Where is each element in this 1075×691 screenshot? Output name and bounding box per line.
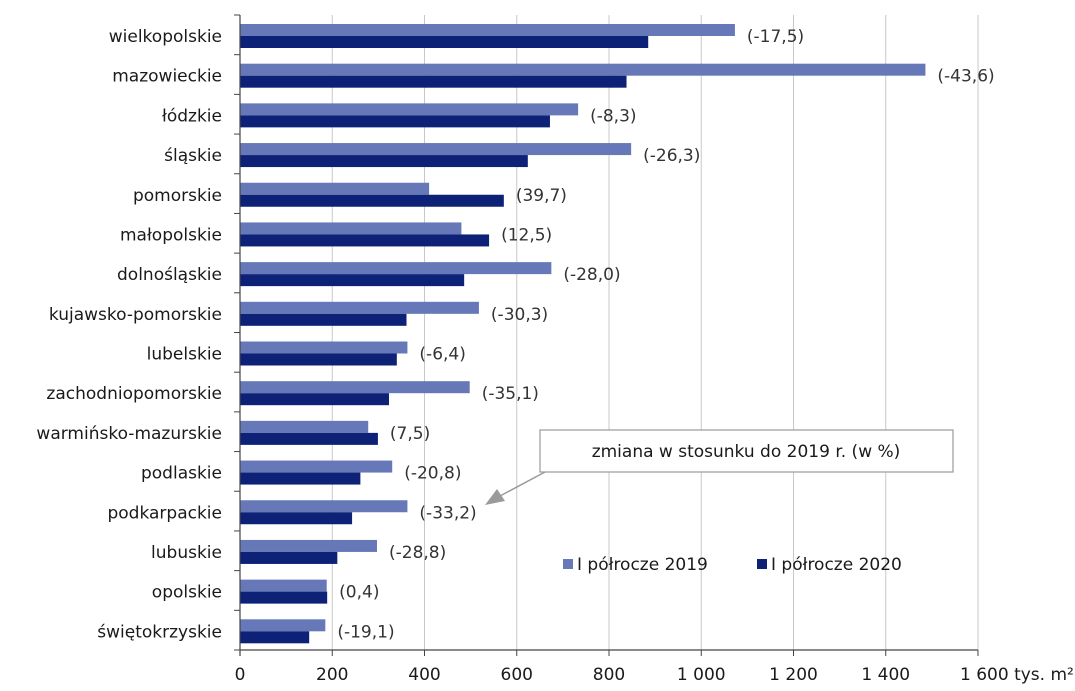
change-label: (-19,1) (337, 622, 394, 642)
bar-2020-10 (240, 433, 378, 445)
bar-2020-3 (240, 155, 528, 167)
bar-2020-7 (240, 314, 407, 326)
bar-2019-13 (240, 540, 377, 552)
bar-2019-14 (240, 580, 327, 592)
change-label: (7,5) (390, 424, 430, 444)
bar-2020-0 (240, 36, 648, 48)
change-label: (-43,6) (937, 67, 994, 87)
bar-2020-9 (240, 393, 389, 405)
annotation-callout: zmiana w stosunku do 2019 r. (w %) (485, 430, 953, 505)
bar-2019-1 (240, 64, 925, 76)
bar-2019-8 (240, 342, 407, 354)
category-label: świętokrzyskie (97, 622, 222, 642)
x-tick-label: 800 (593, 665, 625, 685)
change-label: (-20,8) (404, 464, 461, 484)
bar-2020-1 (240, 76, 627, 88)
x-tick-label: 200 (316, 665, 348, 685)
category-label: lubuskie (151, 543, 222, 563)
bar-2020-15 (240, 631, 309, 643)
bar-2019-10 (240, 421, 368, 433)
callout-arrow-line (500, 472, 545, 496)
change-label: (39,7) (516, 186, 567, 206)
bar-2019-6 (240, 262, 551, 274)
change-label: (-30,3) (491, 305, 548, 325)
category-label: podkarpackie (107, 503, 222, 523)
bar-2020-14 (240, 592, 327, 604)
change-label: (0,4) (339, 583, 379, 603)
bar-2019-11 (240, 461, 392, 473)
bar-2020-13 (240, 552, 337, 564)
bar-layer (240, 24, 925, 643)
change-label: (-6,4) (419, 345, 465, 365)
change-label: (-28,8) (389, 543, 446, 563)
change-label: (-8,3) (590, 106, 636, 126)
legend-label: I półrocze 2020 (771, 555, 902, 575)
category-label: zachodniopomorskie (46, 384, 222, 404)
x-tick-label: 0 (235, 665, 246, 685)
change-label: (-33,2) (419, 503, 476, 523)
bar-2020-6 (240, 274, 464, 286)
bar-2020-11 (240, 473, 360, 485)
x-tick-label: 400 (408, 665, 440, 685)
category-label: pomorskie (133, 186, 222, 206)
change-label: (-28,0) (563, 265, 620, 285)
category-label: opolskie (152, 583, 222, 603)
bar-2019-4 (240, 183, 429, 195)
bar-2019-15 (240, 619, 325, 631)
x-tick-label: 1 400 (861, 665, 910, 685)
callout-text: zmiana w stosunku do 2019 r. (w %) (592, 442, 901, 462)
x-tick-label: 600 (501, 665, 533, 685)
legend-swatch-2020 (757, 559, 767, 569)
bar-2019-0 (240, 24, 735, 36)
bar-2020-4 (240, 195, 504, 207)
category-label: dolnośląskie (117, 265, 222, 285)
category-label: łódzkie (162, 106, 222, 126)
bar-2020-8 (240, 354, 397, 366)
bar-2019-9 (240, 381, 470, 393)
x-tick-label: 1 000 (677, 665, 726, 685)
legend-swatch-2019 (563, 559, 573, 569)
x-tick-label: 1 600 tys. m² (960, 665, 1074, 685)
x-tick-label: 1 200 (769, 665, 818, 685)
change-label: (12,5) (501, 225, 552, 245)
bar-2020-2 (240, 115, 550, 127)
change-label: (-35,1) (482, 384, 539, 404)
bar-2019-7 (240, 302, 479, 314)
category-label: śląskie (164, 146, 222, 166)
category-label: małopolskie (120, 225, 222, 245)
category-label: mazowieckie (112, 67, 222, 87)
change-label: (-17,5) (747, 27, 804, 47)
bar-2020-5 (240, 234, 489, 246)
category-label: podlaskie (141, 464, 222, 484)
bar-2019-12 (240, 500, 407, 512)
category-label: wielkopolskie (109, 27, 222, 47)
legend-label: I półrocze 2019 (577, 555, 708, 575)
category-label: kujawsko-pomorskie (49, 305, 222, 325)
bar-2020-12 (240, 512, 352, 524)
callout-arrow-head (485, 489, 505, 505)
bar-2019-3 (240, 143, 631, 155)
change-label: (-26,3) (643, 146, 700, 166)
category-label: warmińsko-mazurskie (36, 424, 222, 444)
bar-2019-5 (240, 222, 461, 234)
legend: I półrocze 2019 I półrocze 2020 (563, 555, 902, 575)
category-label: lubelskie (147, 345, 222, 365)
bar-2019-2 (240, 103, 578, 115)
